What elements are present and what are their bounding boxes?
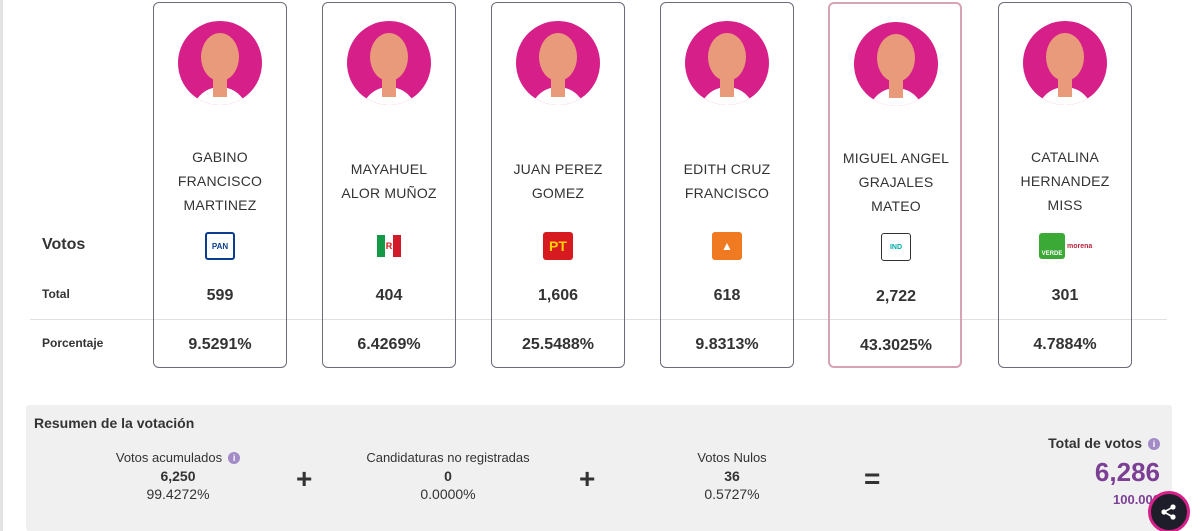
info-icon[interactable]: i [228,452,241,464]
equals-icon: = [864,463,881,494]
summary-title: Resumen de la votación [34,415,195,431]
candidate-percentage: 9.5291% [188,336,252,353]
votos-acumulados-label: Votos acumulados [115,450,223,465]
candidate-name: MAYAHUEL ALOR MUÑOZ [341,161,437,201]
candidate-percentage: 43.3025% [859,337,933,354]
votos-nulos-value: 36 [724,468,740,484]
votos-acumulados-block: Votos acumulados i 6,250 99.4272% [88,449,268,503]
candidate-total: 404 [375,287,403,304]
vote-summary-panel: Resumen de la votación Votos acumulados i… [26,405,1172,531]
candidate-avatar-icon [685,21,769,105]
candidate-total: 1,606 [537,287,579,304]
total-label: Total [42,287,70,301]
porcentaje-label: Porcentaje [42,336,104,350]
candidaturas-no-registradas-pct: 0.0000% [420,486,476,502]
candidate-total: 301 [1051,287,1079,304]
row-divider [30,319,1167,320]
left-border [0,0,3,531]
candidate-percentage: 25.5488% [521,336,595,353]
candidate-card[interactable]: EDITH CRUZ FRANCISCO ▲ 618 9.8313% [660,2,794,368]
candidate-card[interactable]: CATALINA HERNANDEZ MISS VERDE morena 301 4.… [998,2,1132,368]
share-button[interactable] [1148,491,1190,531]
independent-logo-icon: IND [881,233,911,261]
candidate-total: 618 [713,287,741,304]
plus-icon: + [579,463,596,494]
plus-icon: + [296,463,313,494]
candidate-total: 599 [206,287,234,304]
pri-logo-icon: R [374,232,404,260]
candidate-total: 2,722 [875,288,917,305]
candidate-percentage: 9.8313% [695,336,759,353]
verde-morena-logo-icon: VERDE morena [1039,232,1095,260]
votos-acumulados-value: 6,250 [160,468,196,484]
candidaturas-no-registradas-value: 0 [444,468,452,484]
candidate-card[interactable]: JUAN PEREZ GOMEZ PT 1,606 25.5488% [491,2,625,368]
pt-logo-icon: PT [543,232,573,260]
total-de-votos-value: 6,286 [1094,457,1160,487]
movimiento-ciudadano-logo-icon: ▲ [712,232,742,260]
candidate-percentage: 4.7884% [1033,336,1097,353]
total-de-votos-pct: 100.000 [1113,492,1160,507]
candidate-name: JUAN PEREZ GOMEZ [513,161,603,201]
candidate-name: CATALINA HERNANDEZ MISS [1020,149,1110,213]
votos-acumulados-pct: 99.4272% [146,486,210,502]
candidate-avatar-icon [1023,21,1107,105]
votos-label: Votos [42,236,86,253]
candidate-avatar-icon [516,21,600,105]
candidate-name: GABINO FRANCISCO MARTINEZ [177,149,263,213]
candidate-name: MIGUEL ANGEL GRAJALES MATEO [842,150,950,214]
share-icon [1161,504,1176,520]
candidate-percentage: 6.4269% [357,336,421,353]
candidate-card[interactable]: MAYAHUEL ALOR MUÑOZ R 404 6.4269% [322,2,456,368]
candidate-avatar-icon [178,21,262,105]
total-de-votos-block: Total de votos i 6,286 100.000 [1048,435,1160,507]
candidate-avatar-icon [854,22,938,106]
candidate-card[interactable]: GABINO FRANCISCO MARTINEZ PAN 599 9.5291% [153,2,287,368]
total-de-votos-label: Total de votos [1048,435,1142,451]
pan-logo-icon: PAN [205,232,235,260]
votos-nulos-block: Votos Nulos 36 0.5727% [652,449,812,503]
info-icon[interactable]: i [1148,438,1160,450]
candidaturas-no-registradas-label: Candidaturas no registradas [366,450,530,465]
candidate-name: EDITH CRUZ FRANCISCO [683,161,771,201]
candidaturas-no-registradas-block: Candidaturas no registradas 0 0.0000% [348,449,548,503]
votos-nulos-pct: 0.5727% [704,486,760,502]
candidate-card-leading[interactable]: MIGUEL ANGEL GRAJALES MATEO IND 2,722 43.3… [828,2,962,368]
candidate-avatar-icon [347,21,431,105]
votos-nulos-label: Votos Nulos [697,450,767,465]
